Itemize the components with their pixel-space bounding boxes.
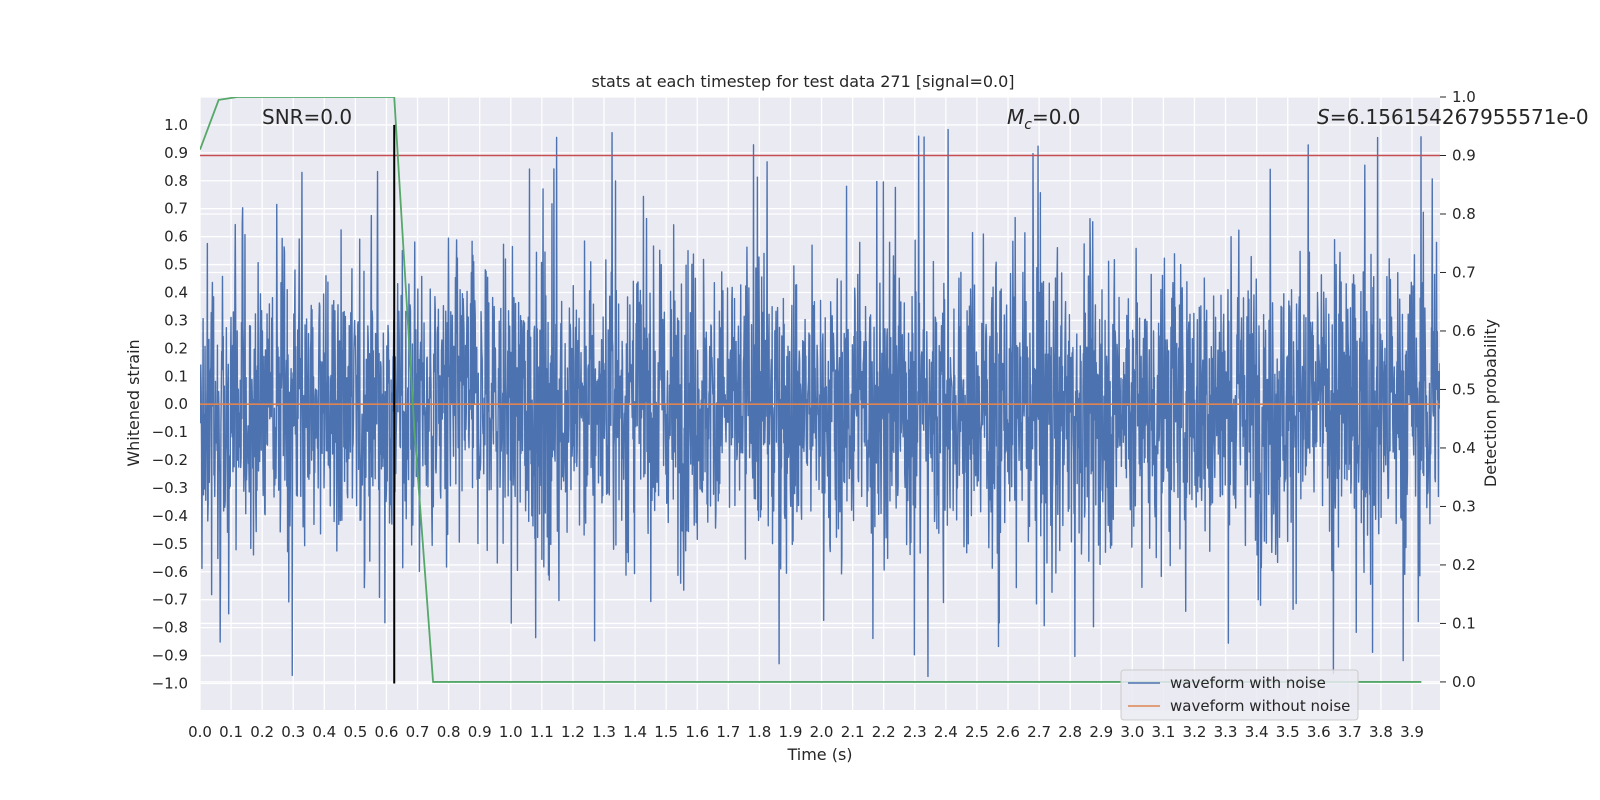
x-tick-label: 2.2 [872,723,896,741]
y-axis-ticks: 1.0 0.9 0.8 0.7 0.6 0.5 0.4 0.3 0.2 0.1 0.0 −0.1 −0.… [152,116,188,693]
annotations: SNR=0.0 Mc=0.0 S=6.156154267955571e-0 [262,105,1589,133]
x-tick-label: 1.3 [592,723,616,741]
x-axis-label: Time (s) [786,745,852,764]
y-tick-label: 0.4 [164,283,188,301]
y-tick-label: 1.0 [164,116,188,134]
y2-tick-label: 0.0 [1452,673,1476,691]
x-tick-label: 0.3 [281,723,305,741]
mc-subscript: c [1024,117,1032,133]
x-tick-label: 3.5 [1276,723,1300,741]
x-tick-label: 0.5 [343,723,367,741]
snr-annotation: SNR=0.0 [262,105,352,129]
y2-tick-label: 0.5 [1452,380,1476,398]
x-tick-label: 3.4 [1245,723,1269,741]
x-tick-label: 0.1 [219,723,243,741]
y-tick-label: −0.4 [152,507,188,525]
y-tick-label: 0.1 [164,367,188,385]
y-tick-label: 0.7 [164,200,188,218]
x-tick-label: 0.7 [406,723,430,741]
x-tick-label: 3.2 [1183,723,1207,741]
x-tick-label: 1.8 [747,723,771,741]
x-tick-label: 1.9 [779,723,803,741]
x-tick-label: 1.0 [499,723,523,741]
x-tick-label: 2.0 [810,723,834,741]
x-tick-label: 0.8 [437,723,461,741]
y2-axis-label: Detection probability [1481,319,1500,487]
x-tick-label: 0.0 [188,723,212,741]
legend: waveform with noise waveform without noi… [1120,669,1359,721]
chart-title: stats at each timestep for test data 271… [591,72,1014,91]
y2-tick-label: 0.2 [1452,556,1476,574]
x-tick-label: 1.4 [623,723,647,741]
x-tick-label: 1.1 [530,723,554,741]
y-tick-label: −0.1 [152,423,188,441]
x-tick-label: 3.7 [1338,723,1362,741]
x-tick-label: 1.5 [654,723,678,741]
series-line-waveform-with-noise [200,128,1440,678]
y2-tick-label: 0.6 [1452,322,1476,340]
y2-tick-label: 0.9 [1452,146,1476,164]
y2-tick-label: 0.3 [1452,497,1476,515]
x-tick-label: 2.5 [965,723,989,741]
y-tick-label: −0.8 [152,619,188,637]
mc-symbol: M [1007,105,1024,129]
legend-label-noise: waveform with noise [1170,674,1326,692]
chart-marks [200,97,1440,684]
x-tick-label: 2.9 [1089,723,1113,741]
y2-tick-label: 0.4 [1452,439,1476,457]
y-tick-label: 0.9 [164,144,188,162]
y2-axis-ticks: 1.0 0.9 0.8 0.7 0.6 0.5 0.4 0.3 0.2 0.1 0.0 [1440,88,1476,691]
y2-tick-label: 1.0 [1452,88,1476,106]
y-tick-label: 0.6 [164,228,188,246]
y-axis-label: Whitened strain [124,339,143,466]
legend-box [1120,669,1359,721]
x-axis-ticks: 0.0 0.1 0.2 0.3 0.4 0.5 0.6 0.7 0.8 0.9 1.0 1.1 1.2 1… [188,723,1424,741]
y-tick-label: −0.6 [152,563,188,581]
y2-tick-label: 0.1 [1452,614,1476,632]
legend-label-clean: waveform without noise [1170,697,1350,715]
y-tick-label: −1.0 [152,674,188,692]
x-tick-label: 3.3 [1214,723,1238,741]
y2-tick-label: 0.8 [1452,205,1476,223]
x-tick-label: 0.4 [312,723,336,741]
y-tick-label: 0.2 [164,339,188,357]
y-tick-label: 0.3 [164,311,188,329]
detection-probability-line [200,97,1422,683]
x-tick-label: 2.8 [1058,723,1082,741]
x-tick-label: 0.6 [375,723,399,741]
y-tick-label: 0.8 [164,172,188,190]
x-tick-label: 3.1 [1151,723,1175,741]
x-tick-label: 0.2 [250,723,274,741]
x-tick-label: 3.9 [1400,723,1424,741]
y-tick-label: −0.9 [152,647,188,665]
s-symbol: S [1317,105,1330,129]
y-tick-label: 0.5 [164,256,188,274]
mc-annotation: Mc=0.0 [1007,105,1081,133]
x-tick-label: 1.7 [716,723,740,741]
x-tick-label: 3.6 [1307,723,1331,741]
x-tick-label: 1.2 [561,723,585,741]
x-tick-label: 2.6 [996,723,1020,741]
x-tick-label: 2.3 [903,723,927,741]
x-tick-label: 1.6 [685,723,709,741]
s-annotation: S=6.156154267955571e-0 [1317,105,1589,129]
x-tick-label: 2.1 [841,723,865,741]
y-tick-label: 0.0 [164,395,188,413]
y-tick-label: −0.7 [152,591,188,609]
x-tick-label: 2.7 [1027,723,1051,741]
s-value: =6.156154267955571e-0 [1330,105,1589,129]
y-tick-label: −0.3 [152,479,188,497]
x-tick-label: 3.0 [1120,723,1144,741]
x-tick-label: 3.8 [1369,723,1393,741]
y-tick-label: −0.5 [152,535,188,553]
y2-tick-label: 0.7 [1452,263,1476,281]
y-tick-label: −0.2 [152,451,188,469]
mc-value: =0.0 [1032,105,1081,129]
x-tick-label: 0.9 [468,723,492,741]
x-tick-label: 2.4 [934,723,958,741]
